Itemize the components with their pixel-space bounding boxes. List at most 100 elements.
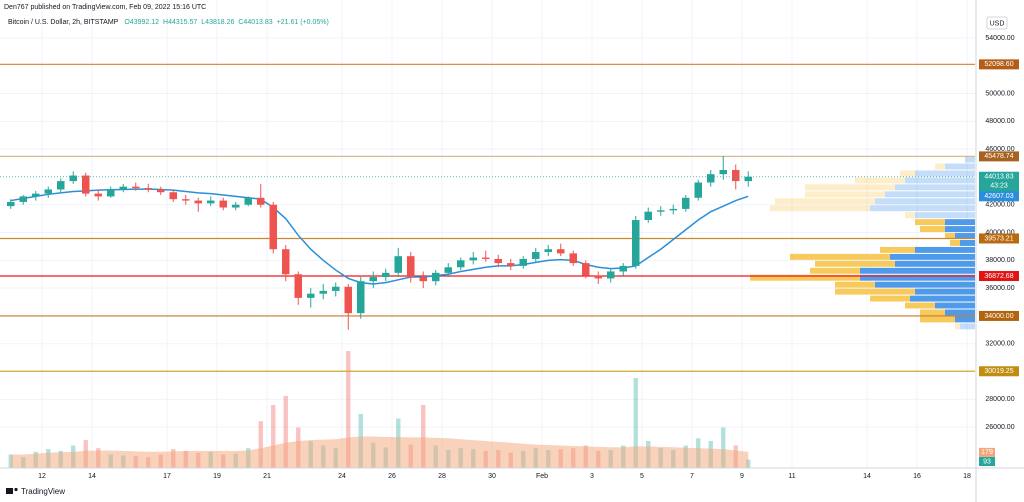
publisher: Den767 published on TradingView.com, Feb…: [4, 4, 206, 11]
x-tick-label: 14: [88, 473, 96, 480]
candle-body: [107, 189, 115, 197]
candle-body: [519, 258, 527, 266]
candle-body: [132, 186, 140, 189]
profile-up: [895, 260, 975, 267]
profile-up: [960, 323, 975, 330]
candle-body: [594, 275, 602, 279]
candle-body: [344, 286, 352, 314]
candle-body: [682, 197, 690, 209]
volume-profile: [750, 156, 975, 330]
profile-down: [920, 316, 955, 323]
x-tick-label: 12: [38, 473, 46, 480]
profile-up: [875, 198, 975, 205]
candle-body: [457, 260, 465, 268]
logo-mark: [6, 488, 13, 494]
x-tick-label: 21: [263, 473, 271, 480]
profile-down: [905, 302, 935, 309]
profile-down: [935, 163, 945, 170]
brand: TradingView: [21, 487, 65, 496]
y-tick-label: 40000.00: [985, 229, 1014, 236]
level-label: 34000.00: [984, 313, 1013, 320]
level-tag: [979, 310, 1019, 321]
ohlc-close: C44013.83: [238, 19, 272, 26]
level-label: 39573.21: [984, 235, 1013, 242]
ohlc-low: L43818.26: [201, 19, 234, 26]
candle-body: [119, 186, 127, 190]
level-label: 36872.68: [984, 273, 1013, 280]
x-tick-label: 30: [488, 473, 496, 480]
volume-bar: [346, 351, 351, 468]
ma-tag: [979, 191, 1019, 202]
candle-body: [169, 192, 177, 200]
x-tick-label: 5: [640, 473, 644, 480]
volume-ma-value: 179: [981, 449, 993, 456]
candle-body: [7, 201, 15, 207]
candles: [0, 156, 975, 330]
ma-value: 42607.03: [984, 193, 1013, 200]
profile-up: [935, 302, 975, 309]
profile-up: [860, 267, 975, 274]
profile-down: [805, 184, 895, 191]
candle-body: [269, 204, 277, 250]
profile-up: [945, 163, 975, 170]
candle-body: [44, 189, 52, 194]
volume-bar: [421, 405, 426, 468]
x-tick-label: 17: [163, 473, 171, 480]
profile-down: [835, 281, 875, 288]
y-tick-label: 38000.00: [985, 257, 1014, 264]
x-tick-label: 19: [213, 473, 221, 480]
profile-up: [955, 316, 975, 323]
x-tick-label: 16: [913, 473, 921, 480]
candle-body: [207, 200, 215, 204]
profile-down: [775, 198, 875, 205]
candle-body: [469, 257, 477, 261]
candle-body: [194, 200, 202, 204]
candle-body: [694, 182, 702, 198]
profile-down: [810, 267, 860, 274]
x-tick-label: 14: [863, 473, 871, 480]
profile-up: [915, 212, 975, 219]
logo-dot: [14, 487, 18, 492]
symbol: Bitcoin / U.S. Dollar, 2h, BITSTAMP O4399…: [8, 19, 329, 26]
candle-body: [82, 175, 90, 194]
candle-body: [182, 199, 190, 201]
volume-value: 93: [983, 458, 991, 465]
candle-body: [294, 274, 302, 298]
countdown: 43:23: [990, 183, 1008, 190]
profile-up: [905, 177, 975, 184]
candle-body: [369, 277, 377, 282]
candle-body: [307, 293, 315, 298]
level-label: 52098.60: [984, 61, 1013, 68]
profile-down: [905, 212, 915, 219]
x-tick-label: 18: [963, 473, 971, 480]
candle-body: [357, 281, 365, 314]
candle-body: [619, 265, 627, 272]
profile-down: [790, 253, 890, 260]
volume-bar: [721, 427, 726, 468]
volume-bar: [283, 396, 288, 468]
profile-up: [915, 288, 975, 295]
candle-body: [707, 174, 715, 183]
profile-down: [855, 177, 905, 184]
level-tag: [979, 233, 1019, 244]
x-tick-label: 9: [740, 473, 744, 480]
profile-up: [860, 274, 975, 281]
level-tag: [979, 366, 1019, 377]
axes: 54000.00 50000.00 48000.00 46000.00 42000.00…: [38, 35, 1019, 480]
profile-up: [945, 226, 975, 233]
profile-down: [920, 309, 945, 316]
profile-down: [955, 323, 960, 330]
candle-body: [144, 188, 152, 190]
candle-body: [482, 257, 490, 259]
candle-body: [557, 249, 565, 254]
profile-up: [955, 233, 975, 239]
profile-up: [945, 309, 975, 316]
grid: [0, 0, 975, 468]
profile-down: [920, 226, 945, 233]
last-price: 44013.83: [984, 174, 1013, 181]
volume-bar: [633, 378, 638, 468]
candle-body: [382, 272, 390, 278]
y-tick-label: 28000.00: [985, 396, 1014, 403]
y-tick-label: 42000.00: [985, 202, 1014, 209]
